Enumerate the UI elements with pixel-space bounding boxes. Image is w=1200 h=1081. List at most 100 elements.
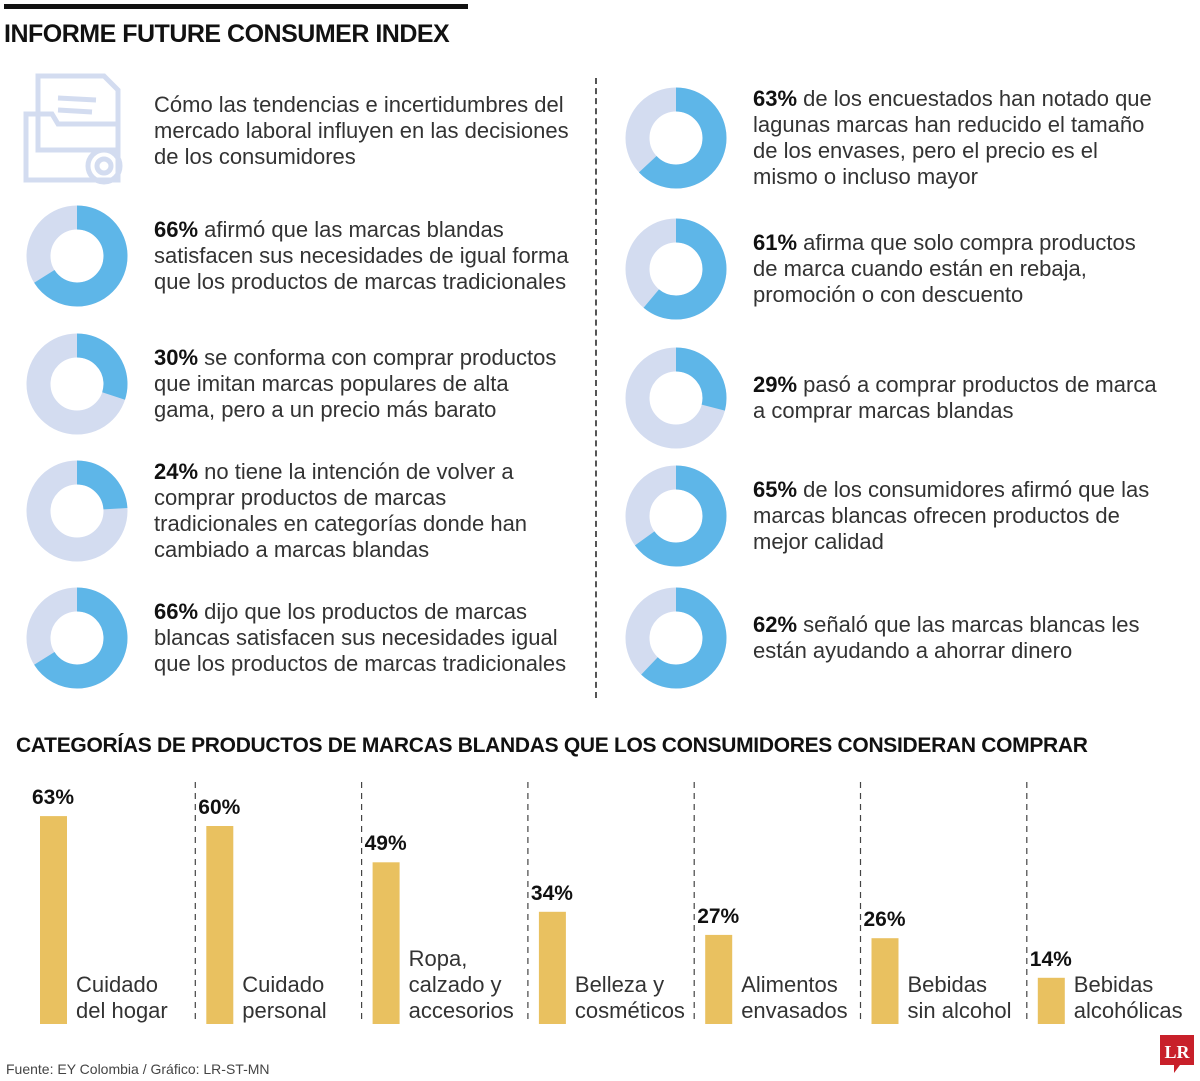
category-label-line: Belleza y xyxy=(574,972,665,997)
stat-description: se conforma con comprar productos que im… xyxy=(154,345,557,422)
stat-item: 61% afirma que solo compra productos de … xyxy=(625,218,1163,320)
stat-item: 65% de los consumidores afirmó que las m… xyxy=(625,465,1163,567)
bar-value-label: 49% xyxy=(364,832,407,856)
stat-description: de los consumidores afirmó que las marca… xyxy=(753,477,1150,554)
source-note: Fuente: EY Colombia / Gráfico: LR-ST-MN xyxy=(6,1061,270,1077)
stat-text: 29% pasó a comprar productos de marca a … xyxy=(753,372,1163,424)
category-label-line: Cuidado xyxy=(76,972,158,997)
bar-value-label: 60% xyxy=(198,796,241,819)
bar-value-label: 26% xyxy=(863,908,906,932)
stat-percent: 65% xyxy=(753,477,798,502)
stat-percent: 62% xyxy=(753,612,798,637)
stat-percent: 30% xyxy=(154,345,199,370)
lr-logo: LR xyxy=(1160,1035,1194,1073)
stat-description: de los encuestados han notado que laguna… xyxy=(753,86,1152,189)
donut-chart xyxy=(625,587,727,689)
stat-percent: 24% xyxy=(154,459,199,484)
category-label-line: sin alcohol xyxy=(907,998,1012,1023)
svg-text:LR: LR xyxy=(1164,1042,1190,1062)
donut-value-arc xyxy=(26,333,128,435)
category-label-line: Bebidas xyxy=(1073,972,1154,997)
intro-block: Cómo las tendencias e incertidumbres del… xyxy=(22,72,574,190)
stat-text: 24% no tiene la intención de volver a co… xyxy=(154,459,574,563)
bar-value-label: 63% xyxy=(32,786,75,810)
category-label: Cuidado personal xyxy=(242,972,326,1024)
stat-text: 66% dijo que los productos de marcas bla… xyxy=(154,599,574,677)
stat-text: 30% se conforma con comprar productos qu… xyxy=(154,345,574,423)
bar xyxy=(538,911,566,1024)
bar xyxy=(206,826,234,1024)
category-label-line: envasados xyxy=(741,998,848,1023)
stat-text: 61% afirma que solo compra productos de … xyxy=(753,230,1163,308)
stat-description: dijo que los productos de marcas blancas… xyxy=(154,599,567,676)
stat-item: 24% no tiene la intención de volver a co… xyxy=(26,459,574,563)
category-label: Belleza y cosméticos xyxy=(575,972,685,1024)
donut-chart xyxy=(625,218,727,320)
category-label-line: Alimentos xyxy=(741,972,838,997)
stat-description: afirmó que las marcas blandas satisfacen… xyxy=(154,217,569,294)
intro-text: Cómo las tendencias e incertidumbres del… xyxy=(154,92,569,169)
page-title: INFORME FUTURE CONSUMER INDEX xyxy=(4,20,450,48)
title-rule xyxy=(4,4,468,9)
chart-title: CATEGORÍAS DE PRODUCTOS DE MARCAS BLANDA… xyxy=(16,734,1088,757)
stat-item: 63% de los encuestados han notado que la… xyxy=(625,86,1163,190)
category-label: Cuidado del hogar xyxy=(76,972,168,1024)
bar-value-label: 27% xyxy=(697,904,740,928)
stat-text: 62% señaló que las marcas blancas les es… xyxy=(753,612,1163,664)
donut-value-arc xyxy=(625,347,727,449)
category-label: Bebidas sin alcohol xyxy=(908,972,1012,1024)
stat-percent: 61% xyxy=(753,230,798,255)
folder-gear-icon xyxy=(23,73,123,185)
category-label: Bebidas alcohólicas xyxy=(1074,972,1183,1024)
bar xyxy=(705,934,733,1024)
stat-item: 30% se conforma con comprar productos qu… xyxy=(26,333,574,435)
category-label-line: alcohólicas xyxy=(1073,998,1183,1023)
donut-chart xyxy=(26,205,128,307)
category-label-line: Cuidado xyxy=(242,972,325,997)
donut-chart xyxy=(625,465,727,567)
donut-chart xyxy=(625,87,727,189)
donut-value-arc xyxy=(625,87,727,189)
category-label-line: cosméticos xyxy=(574,998,685,1023)
bar xyxy=(40,816,67,1024)
stat-description: no tiene la intención de volver a compra… xyxy=(154,459,528,562)
stat-percent: 66% xyxy=(154,217,199,242)
category-label-line: Ropa, xyxy=(408,946,468,971)
donut-value-arc xyxy=(625,218,727,320)
stat-text: 63% de los encuestados han notado que la… xyxy=(753,86,1163,190)
donut-value-arc xyxy=(26,205,128,307)
bar xyxy=(1037,977,1065,1024)
stat-percent: 29% xyxy=(753,372,798,397)
stat-percent: 63% xyxy=(753,86,798,111)
stat-item: 66% afirmó que las marcas blandas satisf… xyxy=(26,205,574,307)
donut-chart xyxy=(26,333,128,435)
donut-value-arc xyxy=(625,587,727,689)
stat-text: 65% de los consumidores afirmó que las m… xyxy=(753,477,1163,555)
stat-text: 66% afirmó que las marcas blandas satisf… xyxy=(154,217,574,295)
bar-value-label: 34% xyxy=(530,881,573,905)
donut-value-arc xyxy=(26,587,128,689)
category-label-line: personal xyxy=(242,998,327,1023)
stat-description: afirma que solo compra productos de marc… xyxy=(753,230,1136,307)
column-divider xyxy=(595,78,597,698)
category-label-line: Bebidas xyxy=(907,972,988,997)
bar xyxy=(871,938,899,1024)
donut-value-arc xyxy=(26,460,128,562)
donut-chart xyxy=(625,347,727,449)
category-label-line: del hogar xyxy=(76,998,168,1023)
stat-percent: 66% xyxy=(154,599,199,624)
stat-description: pasó a comprar productos de marca a comp… xyxy=(753,372,1157,423)
category-label-line: calzado y xyxy=(408,972,502,997)
bar xyxy=(372,862,400,1024)
category-label: Alimentos envasados xyxy=(741,972,847,1024)
category-label: Ropa, calzado y accesorios xyxy=(409,946,514,1024)
stat-item: 62% señaló que las marcas blancas les es… xyxy=(625,587,1163,689)
category-label-line: accesorios xyxy=(408,998,514,1023)
donut-chart xyxy=(26,460,128,562)
stat-description: señaló que las marcas blancas les están … xyxy=(753,612,1140,663)
stat-item: 29% pasó a comprar productos de marca a … xyxy=(625,347,1163,449)
stat-item: 66% dijo que los productos de marcas bla… xyxy=(26,587,574,689)
donut-chart xyxy=(26,587,128,689)
bar-value-label: 14% xyxy=(1029,947,1072,971)
